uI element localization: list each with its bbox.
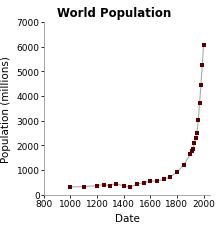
Point xyxy=(169,175,172,179)
Point xyxy=(198,102,201,106)
Point xyxy=(122,184,125,188)
Point xyxy=(162,178,165,182)
Point xyxy=(69,185,72,189)
Point xyxy=(135,182,139,186)
Text: World Population: World Population xyxy=(57,7,171,20)
Y-axis label: Population (millions): Population (millions) xyxy=(1,56,11,162)
Point xyxy=(193,142,196,146)
Point xyxy=(95,184,99,188)
Point xyxy=(191,147,195,151)
Point xyxy=(114,182,117,186)
Point xyxy=(142,181,145,185)
Point xyxy=(102,183,106,187)
Point xyxy=(194,136,197,140)
Point xyxy=(202,44,205,48)
Point xyxy=(148,180,152,183)
Point xyxy=(109,184,112,188)
Point xyxy=(195,131,199,135)
X-axis label: Date: Date xyxy=(115,213,140,223)
Point xyxy=(196,119,200,122)
Point xyxy=(190,150,193,153)
Point xyxy=(189,153,192,157)
Point xyxy=(155,180,159,183)
Point xyxy=(182,163,185,167)
Point xyxy=(175,171,179,174)
Point xyxy=(82,185,85,189)
Point xyxy=(199,84,203,88)
Point xyxy=(201,63,204,67)
Point xyxy=(129,185,132,189)
